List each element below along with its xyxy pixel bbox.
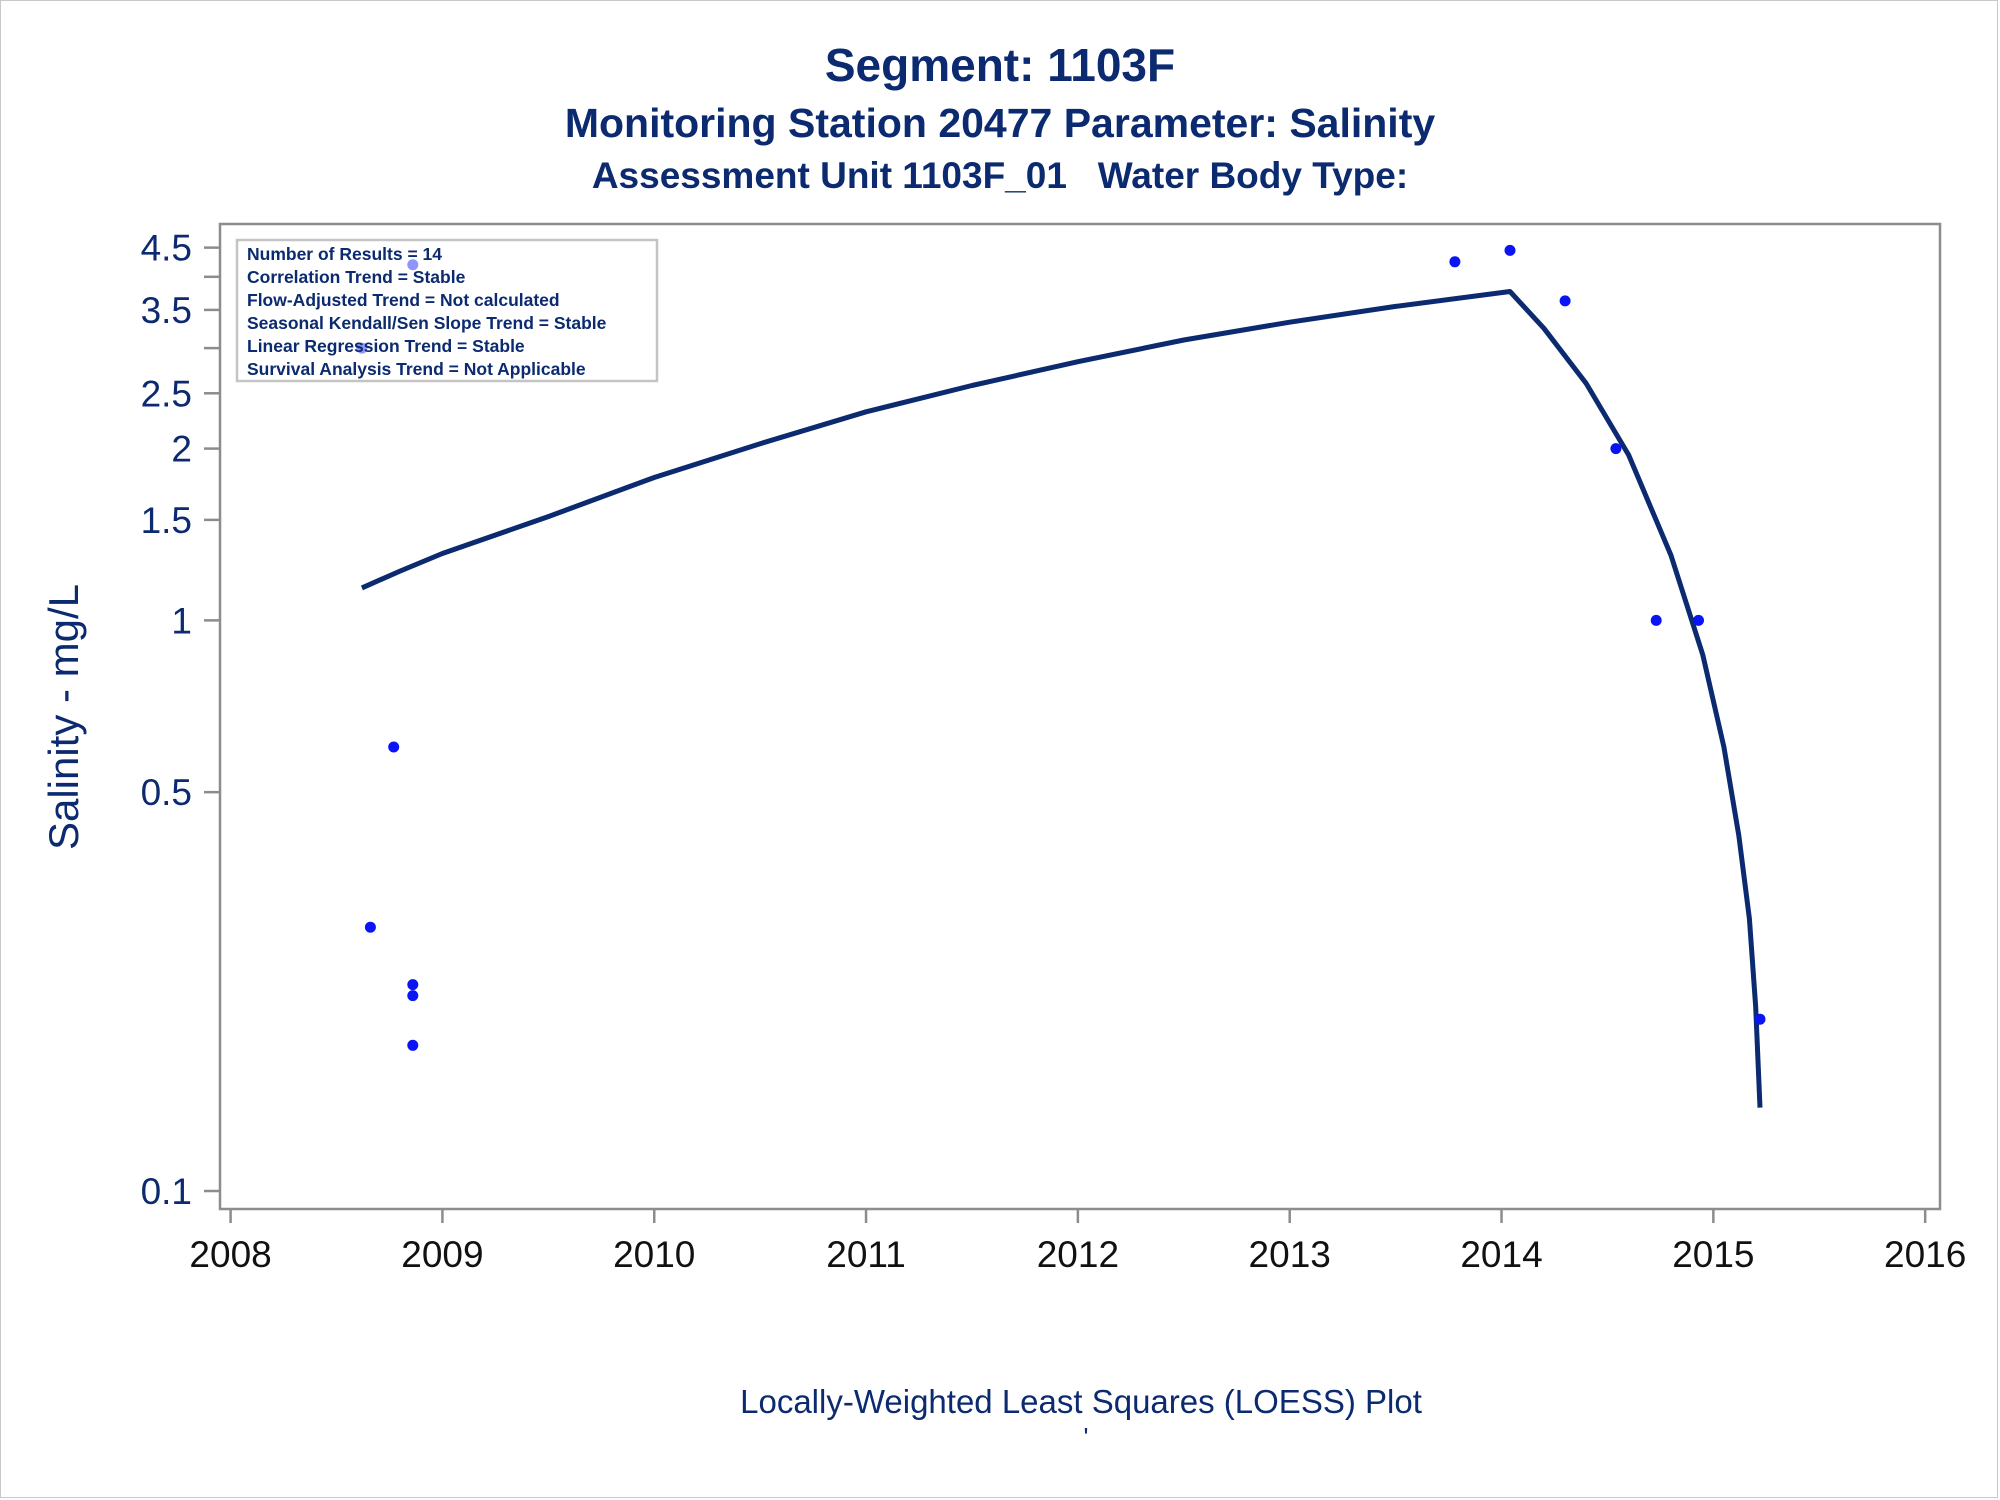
data-point bbox=[1610, 443, 1622, 455]
plot-area bbox=[218, 222, 1942, 1211]
chart-subtitle: Monitoring Station 20477 Parameter: Sali… bbox=[564, 100, 1436, 146]
stats-line: Seasonal Kendall/Sen Slope Trend = Stabl… bbox=[247, 313, 607, 333]
x-tick-label: 2010 bbox=[613, 1234, 695, 1275]
stats-box bbox=[235, 238, 659, 383]
x-tick-label: 2009 bbox=[401, 1234, 483, 1275]
data-point bbox=[1449, 256, 1461, 268]
x-tick-label: 2015 bbox=[1672, 1234, 1754, 1275]
data-point bbox=[407, 990, 419, 1002]
data-point bbox=[407, 979, 419, 991]
stats-line: Survival Analysis Trend = Not Applicable bbox=[247, 359, 586, 379]
x-tick-label: 2014 bbox=[1460, 1234, 1542, 1275]
data-point bbox=[1754, 1013, 1766, 1025]
x-tick-label: 2012 bbox=[1037, 1234, 1119, 1275]
data-point bbox=[1650, 614, 1662, 626]
data-point bbox=[388, 741, 400, 753]
data-point bbox=[407, 1039, 419, 1051]
y-tick-label: 1.5 bbox=[141, 500, 192, 541]
stats-line: Linear Regression Trend = Stable bbox=[247, 336, 525, 356]
stats-line: Correlation Trend = Stable bbox=[247, 267, 466, 287]
data-point bbox=[1559, 295, 1571, 307]
stats-line: Number of Results = 14 bbox=[247, 244, 442, 264]
x-axis-label: Locally-Weighted Least Squares (LOESS) P… bbox=[740, 1383, 1422, 1420]
x-tick-label: 2016 bbox=[1884, 1234, 1966, 1275]
stats-line: Flow-Adjusted Trend = Not calculated bbox=[247, 290, 560, 310]
y-axis-label: Salinity - mg/L bbox=[40, 584, 87, 850]
chart-subtitle-2: Assessment Unit 1103F_01 Water Body Type… bbox=[591, 155, 1409, 196]
x-tick-label: 2011 bbox=[826, 1234, 906, 1275]
data-point bbox=[364, 921, 376, 933]
x-tick-label: 2013 bbox=[1249, 1234, 1331, 1275]
y-tick-label: 3.5 bbox=[141, 290, 192, 331]
y-tick-label: 2.5 bbox=[141, 373, 192, 414]
y-tick-label: 2 bbox=[171, 429, 192, 470]
y-tick-label: 4.5 bbox=[141, 228, 192, 269]
data-point bbox=[1504, 244, 1516, 256]
loess-line bbox=[360, 289, 1763, 1108]
footnote: ' bbox=[1084, 1422, 1089, 1452]
data-point bbox=[1693, 614, 1704, 626]
y-tick-label: 1 bbox=[171, 600, 192, 641]
y-tick-label: 0.5 bbox=[141, 772, 192, 813]
y-tick-label: 0.1 bbox=[141, 1171, 192, 1212]
x-tick-label: 2008 bbox=[189, 1234, 271, 1275]
chart-title: Segment: 1103F bbox=[824, 39, 1176, 91]
